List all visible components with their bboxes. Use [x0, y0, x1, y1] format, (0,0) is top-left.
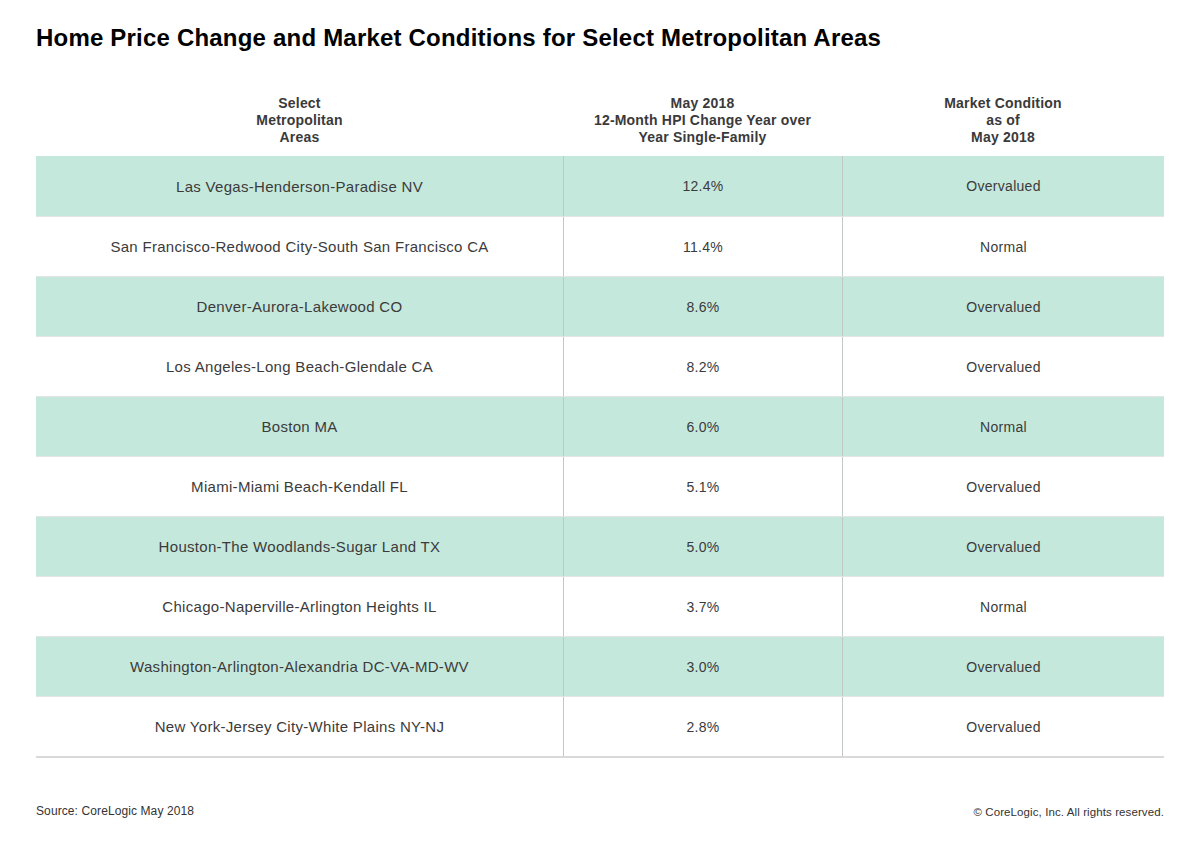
hpi-change-cell: 12.4% [563, 156, 842, 216]
market-condition-cell: Overvalued [842, 337, 1164, 396]
table-row: New York-Jersey City-White Plains NY-NJ … [36, 696, 1164, 756]
metro-area-cell: Los Angeles-Long Beach-Glendale CA [36, 337, 563, 396]
table-row: Miami-Miami Beach-Kendall FL 5.1% Overva… [36, 456, 1164, 516]
metro-area-cell: San Francisco-Redwood City-South San Fra… [36, 217, 563, 276]
table-row: Boston MA 6.0% Normal [36, 396, 1164, 456]
page-title: Home Price Change and Market Conditions … [36, 24, 881, 52]
metro-area-cell: Chicago-Naperville-Arlington Heights IL [36, 577, 563, 636]
market-condition-cell: Normal [842, 577, 1164, 636]
hpi-change-cell: 11.4% [563, 217, 842, 276]
market-condition-cell: Overvalued [842, 156, 1164, 216]
source-attribution: Source: CoreLogic May 2018 [36, 804, 194, 818]
hpi-change-cell: 5.1% [563, 457, 842, 516]
hpi-change-cell: 5.0% [563, 517, 842, 576]
hpi-change-cell: 3.0% [563, 637, 842, 696]
market-condition-cell: Overvalued [842, 277, 1164, 336]
hpi-change-cell: 8.2% [563, 337, 842, 396]
market-condition-cell: Normal [842, 397, 1164, 456]
table-row: Washington-Arlington-Alexandria DC-VA-MD… [36, 636, 1164, 696]
market-condition-cell: Overvalued [842, 697, 1164, 756]
table-body: Las Vegas-Henderson-Paradise NV 12.4% Ov… [36, 156, 1164, 758]
column-header-market-condition: Market Condition as of May 2018 [842, 95, 1164, 146]
table-row: Las Vegas-Henderson-Paradise NV 12.4% Ov… [36, 156, 1164, 216]
metro-area-cell: New York-Jersey City-White Plains NY-NJ [36, 697, 563, 756]
market-condition-cell: Overvalued [842, 457, 1164, 516]
table-row: Chicago-Naperville-Arlington Heights IL … [36, 576, 1164, 636]
metro-area-cell: Las Vegas-Henderson-Paradise NV [36, 156, 563, 216]
table-header-row: Select Metropolitan Areas May 2018 12-Mo… [36, 95, 1164, 146]
column-header-hpi-change: May 2018 12-Month HPI Change Year over Y… [563, 95, 842, 146]
column-header-metro-areas: Select Metropolitan Areas [36, 95, 563, 146]
metro-area-cell: Houston-The Woodlands-Sugar Land TX [36, 517, 563, 576]
table-row: San Francisco-Redwood City-South San Fra… [36, 216, 1164, 276]
hpi-change-cell: 3.7% [563, 577, 842, 636]
copyright-notice: © CoreLogic, Inc. All rights reserved. [973, 806, 1164, 818]
metro-area-cell: Denver-Aurora-Lakewood CO [36, 277, 563, 336]
hpi-change-cell: 2.8% [563, 697, 842, 756]
table-row: Denver-Aurora-Lakewood CO 8.6% Overvalue… [36, 276, 1164, 336]
market-condition-cell: Overvalued [842, 637, 1164, 696]
market-condition-cell: Overvalued [842, 517, 1164, 576]
table-row: Los Angeles-Long Beach-Glendale CA 8.2% … [36, 336, 1164, 396]
metro-areas-table: Select Metropolitan Areas May 2018 12-Mo… [36, 95, 1164, 758]
table-row: Houston-The Woodlands-Sugar Land TX 5.0%… [36, 516, 1164, 576]
hpi-change-cell: 6.0% [563, 397, 842, 456]
metro-area-cell: Boston MA [36, 397, 563, 456]
market-condition-cell: Normal [842, 217, 1164, 276]
metro-area-cell: Miami-Miami Beach-Kendall FL [36, 457, 563, 516]
corelogic-table-figure: Home Price Change and Market Conditions … [0, 0, 1200, 845]
metro-area-cell: Washington-Arlington-Alexandria DC-VA-MD… [36, 637, 563, 696]
hpi-change-cell: 8.6% [563, 277, 842, 336]
